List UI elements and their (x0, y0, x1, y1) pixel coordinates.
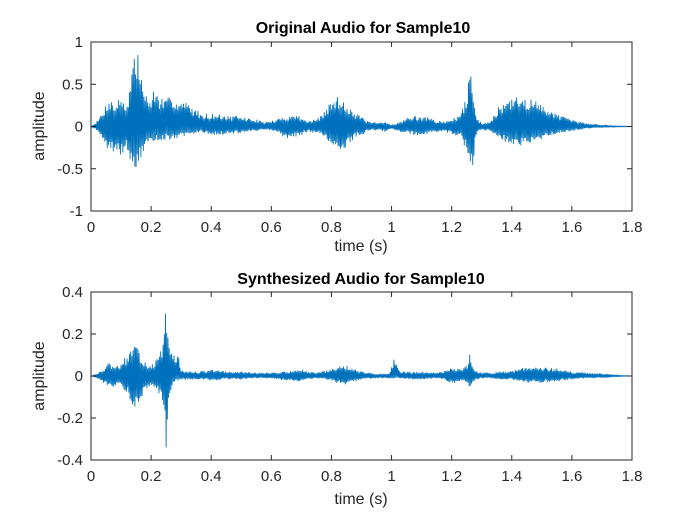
x-tick-label: 1.2 (441, 219, 462, 236)
y-tick-label: 0 (75, 368, 83, 385)
x-tick-label: 0 (87, 219, 95, 236)
y-tick-label: -1 (70, 203, 83, 220)
y-tick-label: 0.5 (62, 76, 83, 93)
x-axis-ticks: 0 0.2 0.4 0.6 0.8 1 1.2 1.4 1.6 1.8 (87, 292, 643, 485)
y-tick-label: 1 (75, 34, 83, 51)
x-tick-label: 1 (387, 468, 395, 485)
y-tick-label: 0 (75, 119, 83, 136)
x-tick-label: 0.4 (201, 219, 222, 236)
y-tick-label: -0.2 (57, 410, 83, 427)
x-axis-label: time (s) (334, 491, 387, 508)
y-axis-ticks: -1 -0.5 0 0.5 1 (57, 34, 632, 220)
x-tick-label: 0.8 (321, 219, 342, 236)
x-tick-label: 0.2 (141, 468, 162, 485)
x-tick-label: 0.2 (141, 219, 162, 236)
x-tick-label: 1.8 (622, 219, 643, 236)
x-axis-ticks: 0 0.2 0.4 0.6 0.8 1 1.2 1.4 1.6 1.8 (87, 42, 643, 236)
y-tick-label: 0.4 (62, 284, 83, 301)
y-axis-label: amplitude (31, 91, 48, 160)
x-tick-label: 0.6 (261, 219, 282, 236)
chart-title: Synthesized Audio for Sample10 (237, 271, 485, 288)
x-tick-label: 0.8 (321, 468, 342, 485)
y-tick-label: -0.4 (57, 452, 83, 469)
x-tick-label: 0.6 (261, 468, 282, 485)
x-tick-label: 1.6 (561, 219, 582, 236)
subplot-original: Original Audio for Sample10 0 0.2 0.4 0.6 0.… (31, 20, 642, 255)
y-axis-label: amplitude (31, 341, 48, 410)
chart-title: Original Audio for Sample10 (256, 20, 471, 37)
y-tick-label: 0.2 (62, 326, 83, 343)
y-axis-ticks: -0.4 -0.2 0 0.2 0.4 (57, 284, 632, 469)
x-axis-label: time (s) (334, 238, 387, 255)
x-tick-label: 1.2 (441, 468, 462, 485)
subplot-synthesized: Synthesized Audio for Sample10 0 0.2 0.4 0.… (31, 271, 642, 508)
y-tick-label: -0.5 (57, 161, 83, 178)
waveform-series (90, 54, 633, 168)
x-tick-label: 1.4 (501, 468, 522, 485)
x-tick-label: 1 (387, 219, 395, 236)
x-tick-label: 0 (87, 468, 95, 485)
x-tick-label: 1.4 (501, 219, 522, 236)
waveform-series (90, 313, 633, 448)
x-tick-label: 0.4 (201, 468, 222, 485)
x-tick-label: 1.8 (622, 468, 643, 485)
x-tick-label: 1.6 (561, 468, 582, 485)
waveform-line (90, 313, 633, 448)
waveform-line (90, 54, 633, 168)
